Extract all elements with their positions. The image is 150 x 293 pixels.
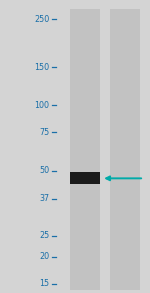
- Text: 37: 37: [39, 194, 50, 203]
- Text: 100: 100: [34, 101, 50, 110]
- Text: 15: 15: [39, 279, 50, 288]
- Text: 20: 20: [39, 252, 50, 261]
- Text: 150: 150: [34, 63, 50, 72]
- Bar: [70, 172, 100, 184]
- Bar: [110, 9, 140, 290]
- Text: 50: 50: [39, 166, 50, 175]
- Text: 25: 25: [39, 231, 50, 240]
- Text: 250: 250: [34, 15, 50, 24]
- Text: 75: 75: [39, 128, 50, 137]
- Bar: [70, 9, 100, 290]
